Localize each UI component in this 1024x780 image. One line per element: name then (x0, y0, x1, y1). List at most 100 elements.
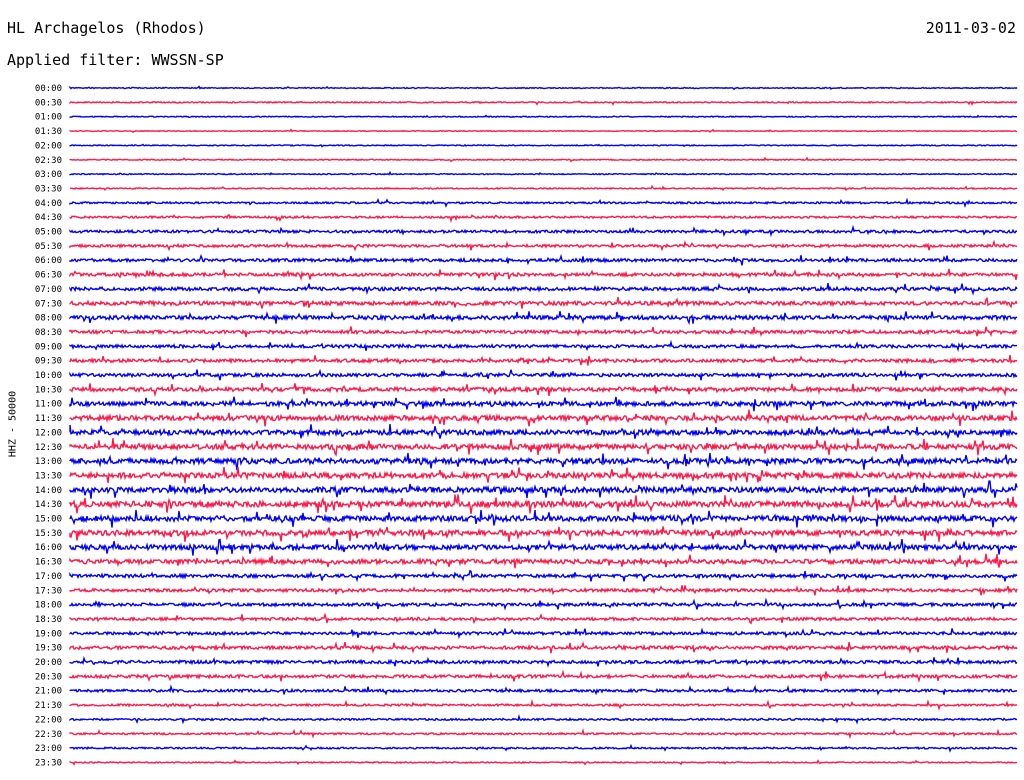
row-time-label: 04:00 (35, 199, 62, 209)
trace-row (69, 253, 1018, 266)
trace-row (69, 612, 1018, 625)
row-time-label: 22:00 (35, 715, 62, 725)
row-time-label: 02:30 (35, 156, 62, 166)
trace-row (69, 494, 1018, 514)
trace-row (69, 553, 1018, 569)
row-time-label: 06:00 (35, 256, 62, 266)
trace-row (69, 452, 1018, 471)
filter-label: Applied filter: WWSSN-SP (7, 51, 224, 69)
row-time-label: 07:30 (35, 299, 62, 309)
trace-row (69, 538, 1018, 556)
trace-row (69, 326, 1018, 338)
row-time-label: 01:00 (35, 113, 62, 123)
row-time-label: 15:00 (35, 515, 62, 525)
trace-row (69, 467, 1018, 484)
row-time-label: 05:30 (35, 242, 62, 252)
row-time-label: 10:30 (35, 385, 62, 395)
trace-row (69, 143, 1018, 148)
date-label: 2011-03-02 (925, 19, 1016, 37)
trace-row (69, 354, 1018, 366)
row-time-label: 03:30 (35, 184, 62, 194)
trace-row (69, 526, 1018, 542)
trace-row (69, 509, 1018, 528)
row-time-label: 12:30 (35, 443, 62, 453)
row-time-label: 19:00 (35, 629, 62, 639)
row-time-label: 04:30 (35, 213, 62, 223)
row-time-label: 02:00 (35, 141, 62, 151)
trace-row (69, 409, 1018, 427)
trace-row (69, 669, 1018, 683)
row-time-label: 05:00 (35, 228, 62, 238)
row-time-label: 09:30 (35, 357, 62, 367)
trace-row (69, 368, 1018, 381)
row-time-label: 17:00 (35, 572, 62, 582)
row-time-label: 10:00 (35, 371, 62, 381)
trace-row (69, 743, 1018, 753)
trace-row (69, 655, 1018, 668)
row-time-label: 14:00 (35, 486, 62, 496)
row-time-label: 11:30 (35, 414, 62, 424)
row-time-label: 23:30 (35, 758, 62, 768)
trace-row (69, 156, 1018, 163)
row-time-label: 16:00 (35, 543, 62, 553)
row-time-label: 01:30 (35, 127, 62, 137)
row-time-label: 08:30 (35, 328, 62, 338)
time-tick-labels: 00:00 00:30 01:00 01:30 02:00 02:30 03:00 03:30… (35, 84, 62, 768)
trace-row (69, 128, 1017, 134)
row-time-label: 15:30 (35, 529, 62, 539)
seismic-traces (69, 85, 1018, 766)
row-time-label: 06:30 (35, 271, 62, 281)
trace-row (69, 714, 1018, 725)
trace-row (69, 728, 1018, 740)
trace-row (69, 197, 1018, 208)
trace-row (69, 296, 1018, 309)
station-title: HL Archagelos (Rhodos) (7, 19, 206, 37)
trace-row (69, 396, 1018, 412)
row-time-label: 20:30 (35, 672, 62, 682)
trace-row (69, 310, 1017, 326)
row-time-label: 03:00 (35, 170, 62, 180)
trace-row (69, 224, 1018, 238)
row-time-label: 16:30 (35, 558, 62, 568)
trace-row (69, 184, 1018, 192)
trace-row (69, 282, 1018, 296)
trace-row (69, 585, 1018, 596)
row-time-label: 07:00 (35, 285, 62, 295)
trace-row (69, 114, 1018, 119)
row-time-label: 17:30 (35, 586, 62, 596)
row-time-label: 14:30 (35, 500, 62, 510)
trace-row (69, 480, 1018, 499)
trace-row (69, 268, 1018, 281)
row-time-label: 13:00 (35, 457, 62, 467)
trace-row (69, 569, 1018, 583)
trace-row (69, 213, 1018, 224)
trace-row (69, 170, 1018, 176)
row-time-label: 21:30 (35, 701, 62, 711)
row-time-label: 13:30 (35, 471, 62, 481)
trace-row (69, 100, 1018, 106)
trace-row (69, 339, 1017, 353)
row-time-label: 11:00 (35, 400, 62, 410)
trace-row (69, 627, 1018, 640)
row-time-label: 20:00 (35, 658, 62, 668)
trace-row (69, 85, 1018, 91)
trace-row (69, 698, 1018, 711)
trace-row (69, 641, 1018, 655)
row-time-label: 18:00 (35, 601, 62, 611)
row-time-label: 23:00 (35, 744, 62, 754)
row-time-label: 18:30 (35, 615, 62, 625)
row-time-label: 00:30 (35, 98, 62, 108)
trace-row (69, 684, 1018, 696)
trace-row (69, 597, 1018, 611)
trace-row (69, 759, 1018, 766)
trace-row (69, 424, 1018, 440)
row-time-label: 08:00 (35, 314, 62, 324)
row-time-label: 19:30 (35, 644, 62, 654)
row-time-label: 12:00 (35, 428, 62, 438)
trace-row (69, 239, 1018, 252)
trace-row (69, 382, 1018, 398)
row-time-label: 09:00 (35, 342, 62, 352)
row-time-label: 00:00 (35, 84, 62, 94)
row-time-label: 22:30 (35, 730, 62, 740)
